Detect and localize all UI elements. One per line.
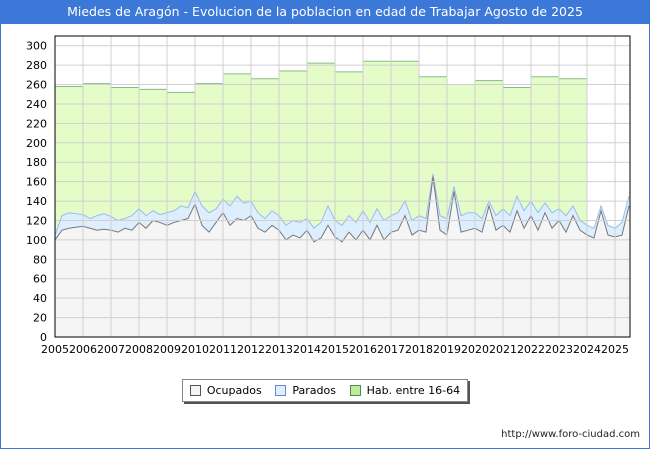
legend-label: Ocupados [206, 384, 262, 397]
x-tick-label: 2006 [69, 343, 97, 356]
legend: Ocupados Parados Hab. entre 16-64 [182, 379, 468, 402]
y-tick-label: 240 [26, 98, 47, 111]
y-tick-label: 0 [40, 331, 47, 344]
legend-item-parados: Parados [275, 384, 336, 397]
y-tick-label: 160 [26, 176, 47, 189]
x-tick-label: 2014 [293, 343, 321, 356]
chart-title: Miedes de Aragón - Evolucion de la pobla… [0, 0, 650, 24]
x-tick-label: 2015 [321, 343, 349, 356]
x-tick-label: 2018 [405, 343, 433, 356]
legend-item-ocupados: Ocupados [189, 384, 262, 397]
y-tick-label: 220 [26, 117, 47, 130]
x-tick-label: 2024 [573, 343, 601, 356]
x-tick-label: 2009 [153, 343, 181, 356]
legend-swatch-ocupados [189, 385, 201, 396]
y-tick-label: 100 [26, 234, 47, 247]
y-tick-label: 40 [33, 292, 47, 305]
y-tick-label: 260 [26, 79, 47, 92]
y-tick-label: 120 [26, 214, 47, 227]
x-tick-label: 2021 [489, 343, 517, 356]
y-tick-label: 60 [33, 273, 47, 286]
legend-label: Hab. entre 16-64 [366, 384, 461, 397]
y-tick-label: 80 [33, 253, 47, 266]
x-tick-label: 2016 [349, 343, 377, 356]
y-tick-label: 180 [26, 156, 47, 169]
y-tick-label: 300 [26, 40, 47, 53]
y-tick-label: 140 [26, 195, 47, 208]
y-tick-label: 200 [26, 137, 47, 150]
source-url: http://www.foro-ciudad.com [501, 429, 640, 440]
x-tick-label: 2013 [265, 343, 293, 356]
x-tick-label: 2019 [433, 343, 461, 356]
x-tick-label: 2023 [545, 343, 573, 356]
x-tick-label: 2012 [237, 343, 265, 356]
x-tick-label: 2011 [209, 343, 237, 356]
legend-label: Parados [292, 384, 336, 397]
legend-swatch-parados [275, 385, 287, 396]
x-tick-label: 2008 [125, 343, 153, 356]
x-tick-label: 2017 [377, 343, 405, 356]
x-tick-label: 2010 [181, 343, 209, 356]
x-tick-label: 2007 [97, 343, 125, 356]
legend-swatch-hab [349, 385, 361, 396]
x-tick-label: 2005 [41, 343, 69, 356]
x-tick-label: 2025 [601, 343, 629, 356]
series-parados-line [54, 173, 630, 236]
plot-border [54, 35, 631, 338]
y-tick-label: 280 [26, 59, 47, 72]
x-tick-label: 2022 [517, 343, 545, 356]
y-tick-label: 20 [33, 312, 47, 325]
series-ocupados-area [55, 176, 629, 337]
legend-item-hab: Hab. entre 16-64 [349, 384, 461, 397]
x-tick-label: 2020 [461, 343, 489, 356]
